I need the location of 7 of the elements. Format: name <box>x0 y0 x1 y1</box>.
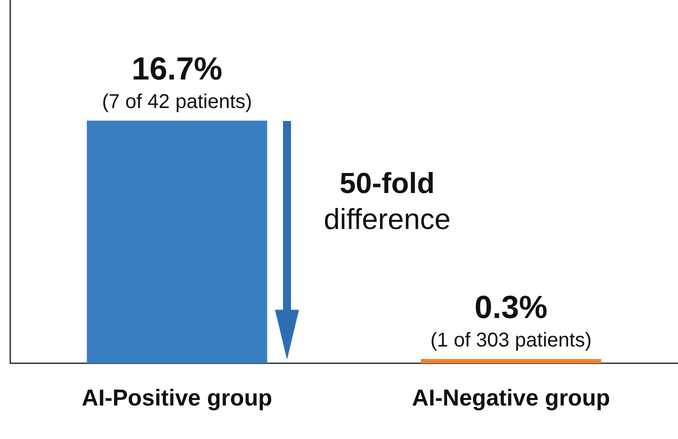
data-label: 16.7% <box>132 50 222 86</box>
annotation: (1 of 303 patients) <box>430 330 592 352</box>
data-label: 0.3% <box>474 288 548 325</box>
x-tick-label: AI-Positive group <box>82 384 272 411</box>
x-tick-label: AI-Negative group <box>412 384 610 411</box>
annotation: (7 of 42 patients) <box>102 91 252 114</box>
annotation: 50-fold difference <box>324 168 451 236</box>
